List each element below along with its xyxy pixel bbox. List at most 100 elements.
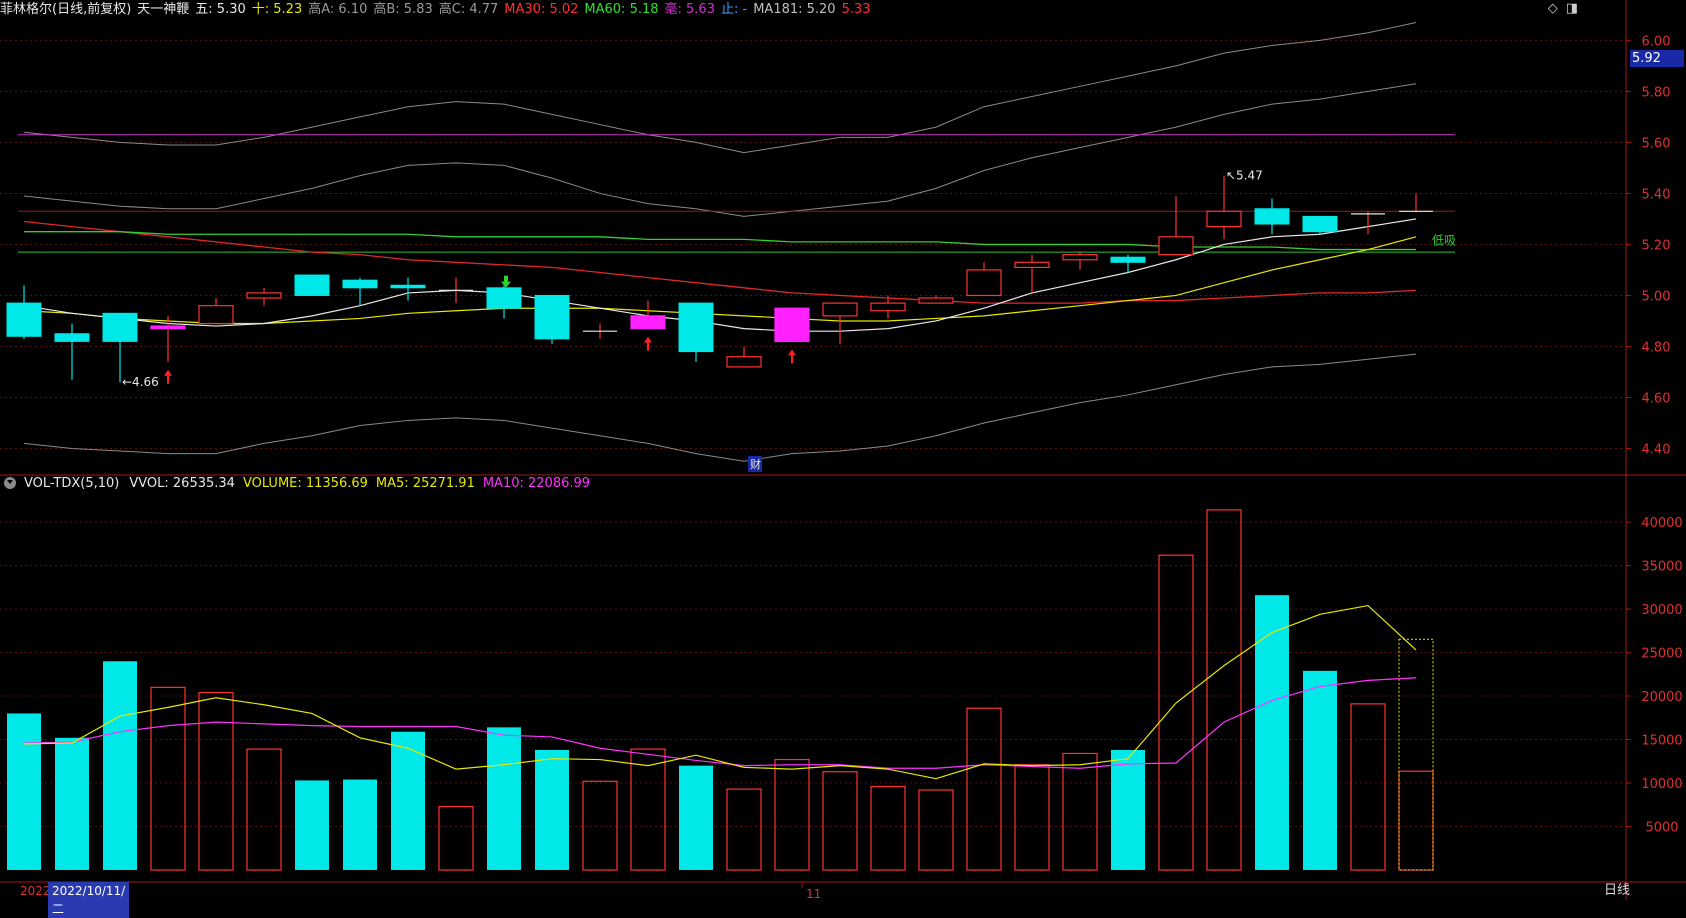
indicator-name[interactable]: 天一神鞭 [137, 2, 190, 17]
volume-header: VOL-TDX(5,10) VVOL: 26535.34 VOLUME: 11356… [0, 474, 606, 494]
window-icon[interactable]: ◨ [1565, 1, 1578, 16]
vol-header-value-3: MA10: 22086.99 [482, 476, 591, 491]
date-prefix: 2022 [20, 884, 51, 898]
price-tick-label: 4.60 [1642, 391, 1671, 406]
period-selector[interactable]: 日线 [1603, 883, 1630, 898]
vol-ma5-line [23, 604, 1417, 780]
vol-tick-label: 40000 [1641, 516, 1682, 531]
volume-bar [918, 789, 954, 871]
candle [1014, 254, 1050, 293]
buy-arrow-icon [788, 349, 796, 364]
vol-indicator-name[interactable]: VOL-TDX(5,10) [24, 476, 120, 491]
candle-body [294, 274, 330, 296]
vol-tick-label: 25000 [1641, 647, 1682, 662]
candle [1206, 175, 1242, 240]
moving-average-lines [23, 218, 1417, 332]
ma30-line [23, 220, 1417, 304]
chart-annotations: ←4.66 ↖5.47 低吸财 [122, 169, 1456, 472]
header-value-3: 高B: 5.83 [373, 2, 433, 17]
volume-bar [487, 727, 521, 870]
candle-body [342, 279, 378, 289]
panel-controls: ◇ ◨ [1540, 1, 1578, 16]
volume-bar [1014, 764, 1050, 871]
stock-name[interactable]: 菲林格尔(日线,前复权) [0, 2, 132, 17]
price-tick-label: 5.40 [1642, 187, 1671, 202]
band-middle [23, 83, 1417, 217]
volume-bar [774, 758, 810, 871]
vol-header-value-0: VVOL: 26535.34 [129, 476, 235, 491]
diamond-icon[interactable]: ◇ [1547, 1, 1558, 16]
dropdown-icon[interactable] [4, 477, 16, 489]
candle-body [726, 356, 762, 368]
vol-tick-label: 10000 [1641, 777, 1682, 792]
date-bar: 2022 2022/10/11/二 [0, 882, 130, 918]
volume-bar [198, 691, 234, 871]
candle-body [198, 305, 234, 325]
volume-bar [630, 748, 666, 871]
ma60-line [24, 231, 1416, 251]
price-axis: 6.00 5.80 5.60 5.40 5.20 5.00 4.80 4.60 4.40 4000… [801, 34, 1683, 900]
band-lower [23, 353, 1417, 462]
vol-tick-label: 30000 [1641, 603, 1682, 618]
header-value-2: 高A: 6.10 [308, 2, 368, 17]
volume-bar [295, 780, 329, 870]
candle-body [1062, 254, 1098, 261]
volume-bar [726, 788, 762, 871]
candle [342, 277, 378, 306]
candle-body [6, 302, 42, 337]
candle [1110, 254, 1146, 273]
header-value-6: MA60: 5.18 [584, 2, 659, 17]
candle [390, 277, 426, 301]
header-value-9: MA181: 5.20 [753, 2, 836, 17]
candle-body [774, 307, 810, 342]
current-price-tag: 5.92 [1630, 50, 1684, 67]
vol-tick-label: 20000 [1641, 690, 1682, 705]
candle [583, 323, 617, 339]
volume-bar [1111, 749, 1145, 870]
vol-header-value-2: MA5: 25271.91 [375, 476, 475, 491]
candle-body [1254, 208, 1290, 225]
volume-bar [1303, 670, 1337, 870]
volume-bar [535, 749, 569, 870]
current-date: 2022/10/11/二 [48, 882, 130, 918]
candle [1158, 195, 1194, 256]
candle [294, 274, 330, 296]
candle-body [390, 284, 426, 289]
event-marker: 财 [750, 457, 761, 471]
candlesticks[interactable] [6, 175, 1433, 383]
buy-arrow-icon [164, 369, 172, 384]
candle [774, 307, 810, 342]
volume-bar [1062, 752, 1098, 871]
header-value-4: 高C: 4.77 [438, 2, 499, 17]
candle-body [870, 302, 906, 312]
vol-tick-label: 35000 [1641, 560, 1682, 575]
candle-body [966, 269, 1002, 297]
candle-body [150, 325, 186, 330]
header-value-5: MA30: 5.02 [504, 2, 579, 17]
candle-body [534, 294, 570, 340]
band-upper-b [23, 22, 1417, 154]
header-value-10: 5.33 [841, 2, 871, 17]
candle [630, 300, 666, 330]
price-tick-label: 5.00 [1642, 289, 1671, 304]
candle [870, 295, 906, 319]
candle-body [246, 292, 282, 299]
volume-bar [966, 707, 1002, 871]
volume-bar [55, 737, 89, 870]
candle-body [54, 333, 90, 342]
candle [1351, 211, 1385, 235]
vol-header-value-1: VOLUME: 11356.69 [242, 476, 368, 491]
vol-ma10-line [23, 677, 1417, 769]
candle [439, 277, 473, 304]
volume-bar [150, 686, 186, 871]
estimated-volume-box [1398, 638, 1434, 871]
candle [486, 285, 522, 319]
ma5-line [23, 218, 1417, 332]
candle-body [630, 315, 666, 330]
volume-bar [343, 779, 377, 870]
header-value-8: 止: - [720, 2, 748, 17]
volume-bar [438, 805, 474, 871]
volume-bars[interactable] [7, 509, 1434, 871]
buy-arrow-icon [644, 336, 652, 351]
